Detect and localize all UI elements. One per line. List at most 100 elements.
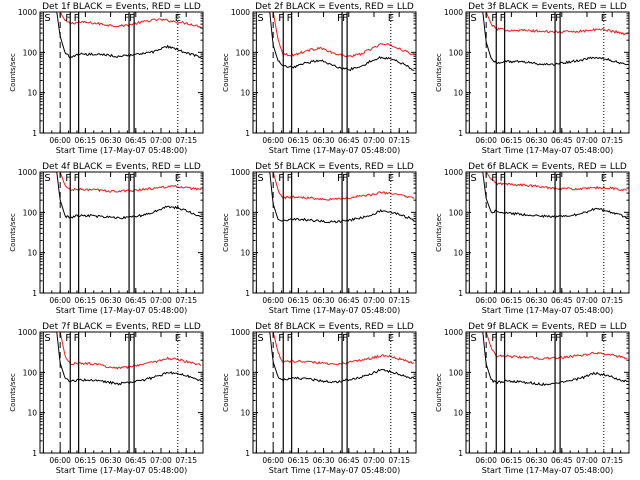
x-tick-label: 07:15 <box>601 456 623 465</box>
end-marker-label: E <box>175 13 181 24</box>
y-tick-label: 1 <box>245 289 250 298</box>
flag-marker-label: F <box>278 333 284 344</box>
x-tick-label: 06:15 <box>75 456 97 465</box>
x-tick-label: 07:15 <box>388 136 410 145</box>
x-tick-label: 06:15 <box>75 136 97 145</box>
flag-marker-label: F <box>342 333 348 344</box>
plot-frame <box>39 11 204 134</box>
x-tick-label: 06:15 <box>501 456 523 465</box>
panel-title: Det 2f BLACK = Events, RED = LLD <box>255 2 414 12</box>
start-marker-label: S <box>257 173 263 184</box>
x-tick-label: 06:15 <box>288 456 310 465</box>
flag-marker-label: F <box>491 333 497 344</box>
y-tick-label: 100 <box>449 48 464 57</box>
flag-marker-label: F <box>287 173 293 184</box>
y-tick-label: 1 <box>245 129 250 138</box>
plot-frame <box>252 331 417 454</box>
x-tick-label: 06:00 <box>49 136 71 145</box>
end-marker-label: E <box>388 173 394 184</box>
flag-marker-label: F <box>491 13 497 24</box>
flag-marker-label: F <box>124 333 130 344</box>
y-tick-label: 100 <box>23 208 38 217</box>
panel-title: Det 7f BLACK = Events, RED = LLD <box>42 322 201 332</box>
flag-marker-label: F <box>287 13 293 24</box>
panel-5: Det 5f BLACK = Events, RED = LLD 1 10 100 10… <box>222 162 417 315</box>
y-tick-label: 10 <box>27 249 37 258</box>
x-tick-label: 06:45 <box>551 136 573 145</box>
plot-frame <box>39 331 204 454</box>
flag-marker-label: F <box>342 13 348 24</box>
x-tick-label: 06:15 <box>75 296 97 305</box>
x-tick-label: 06:30 <box>526 456 548 465</box>
start-marker-label: S <box>44 13 50 24</box>
x-tick-label: 07:00 <box>363 456 385 465</box>
flag-marker-label: F <box>337 173 343 184</box>
x-tick-label: 07:00 <box>363 296 385 305</box>
flag-marker-label: F <box>342 173 348 184</box>
y-tick-label: 1000 <box>231 168 250 177</box>
x-tick-label: 06:30 <box>313 136 335 145</box>
plot-frame <box>465 171 630 294</box>
flag-marker-label: F <box>65 173 71 184</box>
y-tick-label: 1 <box>458 289 463 298</box>
flag-marker-label: F <box>287 333 293 344</box>
x-tick-label: 07:00 <box>576 136 598 145</box>
y-tick-label: 1 <box>32 449 37 458</box>
x-tick-label: 07:15 <box>175 456 197 465</box>
y-tick-label: 100 <box>236 208 251 217</box>
x-axis-label: Start Time (17-May-07 05:48:00) <box>482 466 613 475</box>
x-tick-label: 07:15 <box>601 136 623 145</box>
flag-marker-label: F <box>129 333 135 344</box>
panel-9: Det 9f BLACK = Events, RED = LLD 1 10 100 10… <box>435 322 630 475</box>
y-axis-label: Counts/sec <box>435 213 443 252</box>
y-tick-label: 1000 <box>444 8 463 17</box>
y-tick-label: 10 <box>453 89 463 98</box>
flag-marker-label: F <box>555 13 561 24</box>
flag-marker-label: F <box>550 173 556 184</box>
plot-frame <box>252 171 417 294</box>
flag-marker-label: F <box>124 13 130 24</box>
x-tick-label: 06:00 <box>475 456 497 465</box>
panel-8: Det 8f BLACK = Events, RED = LLD 1 10 100 10… <box>222 322 417 475</box>
y-axis-label: Counts/sec <box>9 373 17 412</box>
x-axis-label: Start Time (17-May-07 05:48:00) <box>56 466 187 475</box>
panel-title: Det 1f BLACK = Events, RED = LLD <box>42 2 201 12</box>
x-axis-label: Start Time (17-May-07 05:48:00) <box>269 306 400 315</box>
x-tick-label: 06:30 <box>313 456 335 465</box>
y-tick-label: 1 <box>245 449 250 458</box>
y-axis-label: Counts/sec <box>435 53 443 92</box>
y-tick-label: 10 <box>240 89 250 98</box>
flag-marker-label: F <box>555 333 561 344</box>
x-tick-label: 06:30 <box>526 296 548 305</box>
x-tick-label: 07:15 <box>388 456 410 465</box>
x-tick-label: 06:15 <box>288 296 310 305</box>
x-tick-label: 06:45 <box>125 456 147 465</box>
plot-frame <box>252 11 417 134</box>
panel-3: Det 3f BLACK = Events, RED = LLD 1 10 100 10… <box>435 2 630 155</box>
y-axis-label: Counts/sec <box>9 213 17 252</box>
panel-7: Det 7f BLACK = Events, RED = LLD 1 10 100 10… <box>9 322 204 475</box>
flag-marker-label: F <box>337 13 343 24</box>
panel-title: Det 3f BLACK = Events, RED = LLD <box>468 2 627 12</box>
flag-marker-label: F <box>278 13 284 24</box>
y-tick-label: 1 <box>458 449 463 458</box>
y-tick-label: 1000 <box>231 328 250 337</box>
end-marker-label: E <box>601 13 607 24</box>
y-tick-label: 1 <box>32 289 37 298</box>
x-tick-label: 06:45 <box>338 136 360 145</box>
x-tick-label: 06:00 <box>475 296 497 305</box>
end-marker-label: E <box>601 333 607 344</box>
end-marker-label: E <box>388 13 394 24</box>
y-tick-label: 100 <box>236 48 251 57</box>
y-tick-label: 100 <box>449 368 464 377</box>
x-tick-label: 06:15 <box>501 296 523 305</box>
y-axis-label: Counts/sec <box>222 53 230 92</box>
start-marker-label: S <box>44 333 50 344</box>
y-axis-label: Counts/sec <box>222 373 230 412</box>
start-marker-label: S <box>257 333 263 344</box>
x-tick-label: 07:00 <box>150 296 172 305</box>
x-tick-label: 07:00 <box>576 296 598 305</box>
y-tick-label: 100 <box>449 208 464 217</box>
flag-marker-label: F <box>500 13 506 24</box>
